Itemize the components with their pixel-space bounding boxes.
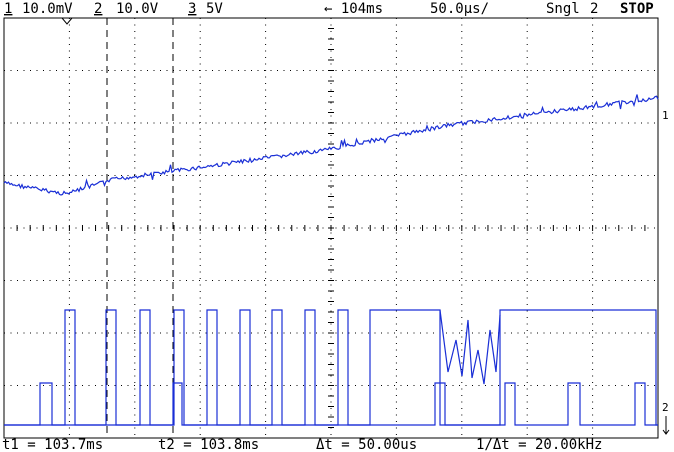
channel-3-trace (4, 382, 658, 426)
timebase: 50.0µs/ (430, 1, 489, 17)
ch2-marker: 2 (662, 401, 669, 414)
channel-1-trace (3, 94, 659, 196)
acquisition-mode: Sngl (546, 1, 580, 17)
ch1-marker: 1 (662, 109, 669, 122)
delay: ← 104ms (324, 1, 383, 17)
ch2-scale: 10.0V (116, 1, 159, 17)
ch1-number: 1 (4, 1, 12, 17)
ch2-arrow (662, 416, 670, 435)
ch3-scale: 5V (206, 1, 223, 17)
run-status: STOP (620, 1, 654, 17)
frequency-readout: 1/Δt = 20.00kHz (476, 437, 602, 452)
cursor-t1-readout: t1 = 103.7ms (2, 437, 103, 452)
graticule-border (3, 17, 659, 439)
trigger-channel: 2 (590, 1, 598, 17)
graticule (3, 17, 658, 439)
ch1-scale: 10.0mV (22, 1, 73, 17)
ch3-number: 3 (188, 1, 196, 17)
trigger-position-marker (61, 17, 73, 25)
ch2-number: 2 (94, 1, 102, 17)
channel-2-trace (4, 309, 658, 426)
channel-2-glitch (439, 309, 501, 385)
delta-t-readout: Δt = 50.00us (316, 437, 417, 452)
waveforms (3, 94, 659, 426)
cursor-t2-readout: t2 = 103.8ms (158, 437, 259, 452)
